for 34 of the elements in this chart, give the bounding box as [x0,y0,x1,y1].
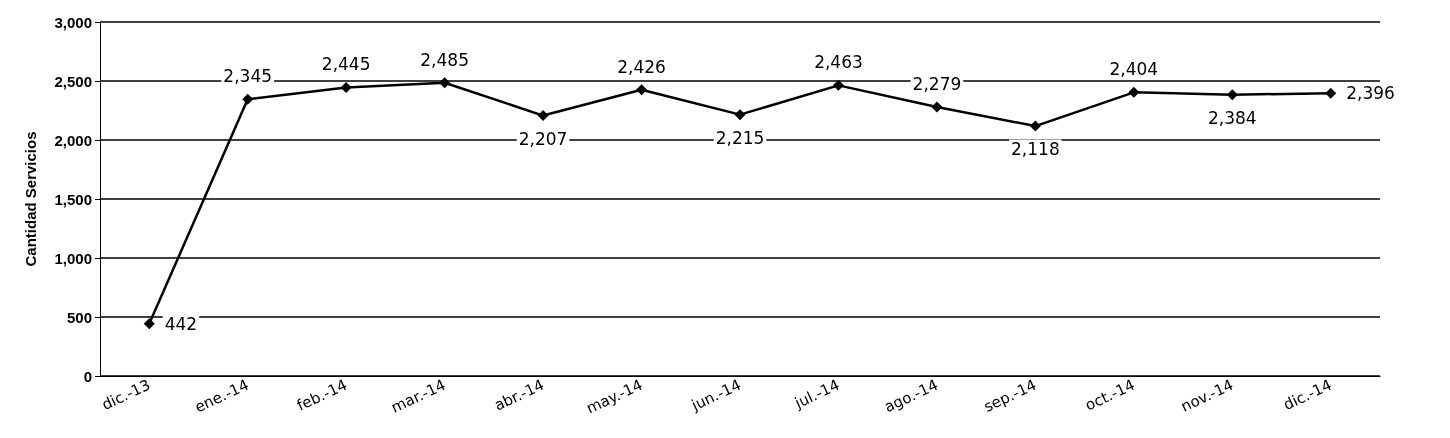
y-tick-label: 0 [83,367,92,385]
y-axis-title: Cantidad Servicios [22,131,39,267]
data-label: 2,279 [912,74,962,95]
point [242,93,254,105]
y-tick-label: 3,000 [54,13,92,31]
data-label: 2,384 [1207,107,1257,128]
y-tick-label: 1,000 [54,249,92,267]
point [832,79,844,91]
data-label: 2,396 [1346,83,1395,104]
data-label: 2,118 [1011,139,1060,160]
data-label: 442 [164,313,198,334]
y-tick-label: 2,000 [54,131,92,149]
point [931,101,943,113]
data-label: 2,485 [420,49,469,70]
data-label: 2,426 [617,56,666,77]
data-label: 2,215 [715,127,765,148]
data-label: 2,463 [814,52,863,73]
data-label: 2,404 [1109,59,1159,80]
point [1128,86,1140,98]
point [143,318,155,330]
data-label: 2,345 [223,66,273,87]
y-tick-label: 500 [66,308,92,326]
point [1325,87,1337,99]
y-tick-label: 2,500 [54,72,92,90]
point [439,77,451,89]
point [1226,89,1238,101]
data-label: 2,445 [321,54,371,75]
point [636,84,648,96]
data-label: 2,207 [518,128,568,149]
point [734,109,746,121]
point [537,110,549,122]
point [340,81,352,93]
y-tick-label: 1,500 [54,190,92,208]
point [1029,120,1041,132]
